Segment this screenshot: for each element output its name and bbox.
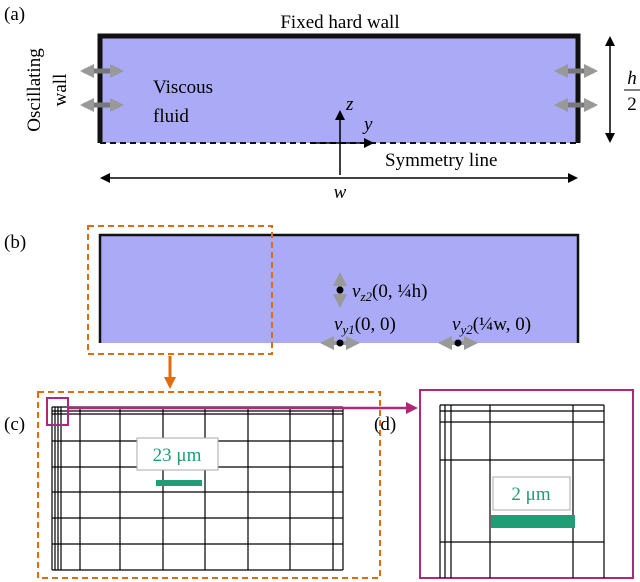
zoom-box (419, 389, 634, 579)
oscillating-label: wall (50, 74, 71, 107)
subscript: z2 (359, 289, 372, 304)
height-den: 2 (627, 94, 637, 115)
oscillating-label: Oscillating (24, 48, 45, 132)
panel-label: (d) (374, 414, 396, 435)
probe-point (336, 339, 344, 347)
symmetry-label: Symmetry line (385, 150, 497, 171)
scale-box (136, 437, 219, 471)
wall (98, 233, 580, 343)
scale-bar (491, 515, 575, 528)
symbol: v (334, 314, 343, 335)
point-label: vy1(0, 0) (334, 314, 396, 337)
zoom-box (37, 391, 381, 579)
point-label: vz2(0, ¼h) (352, 281, 427, 304)
mesh (439, 404, 605, 578)
width-label: w (334, 182, 347, 203)
symbol: v (452, 314, 461, 335)
height-num: h (627, 68, 637, 89)
panel-label: (a) (4, 4, 25, 25)
symbol: v (352, 281, 361, 302)
panel-label: (c) (4, 414, 25, 435)
zoom-box (46, 397, 69, 426)
arguments: (0, 0) (355, 314, 396, 335)
arguments: (0, ¼h) (372, 281, 427, 302)
point-label: vy2(¼w, 0) (452, 314, 531, 337)
wall (97, 33, 581, 143)
subscript: y2 (458, 322, 473, 337)
scale-bar (156, 480, 202, 486)
oscillation-arrows (80, 64, 598, 112)
wall-label: Fixed hard wall (280, 12, 399, 33)
fluid-region (100, 36, 578, 143)
mesh (51, 406, 344, 571)
axis-label: z (345, 94, 354, 115)
panel-label: (b) (4, 232, 26, 253)
axis-label: y (362, 114, 373, 135)
probe-point (336, 286, 344, 294)
scale-label: 2 μm (511, 484, 550, 505)
scale-label: 23 μm (153, 445, 202, 466)
subscript: y1 (340, 322, 354, 337)
probe-point (454, 339, 462, 347)
fluid-label: fluid (153, 106, 189, 127)
fluid-label: Viscous (153, 77, 213, 98)
arguments: (¼w, 0) (473, 314, 531, 335)
zoom-box (87, 225, 273, 355)
scale-box (492, 476, 571, 511)
